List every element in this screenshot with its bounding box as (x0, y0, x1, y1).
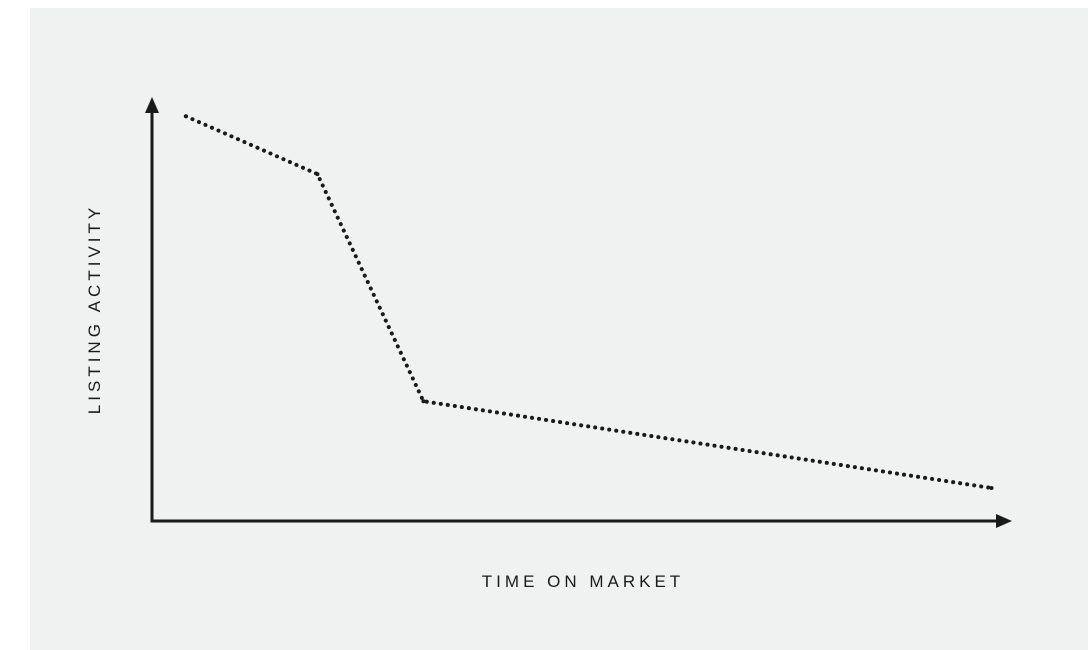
x-axis-arrow (996, 514, 1012, 528)
y-axis-arrow (145, 97, 159, 113)
data-point (989, 486, 994, 490)
data-point (315, 172, 320, 177)
series-group (183, 114, 994, 490)
chart-panel (30, 8, 1088, 650)
data-point (421, 399, 426, 404)
axes (145, 97, 1012, 528)
series-line (183, 114, 994, 490)
data-point (183, 114, 188, 119)
x-axis-label: TIME ON MARKET (482, 572, 684, 591)
y-axis-label: LISTING ACTIVITY (85, 204, 104, 414)
